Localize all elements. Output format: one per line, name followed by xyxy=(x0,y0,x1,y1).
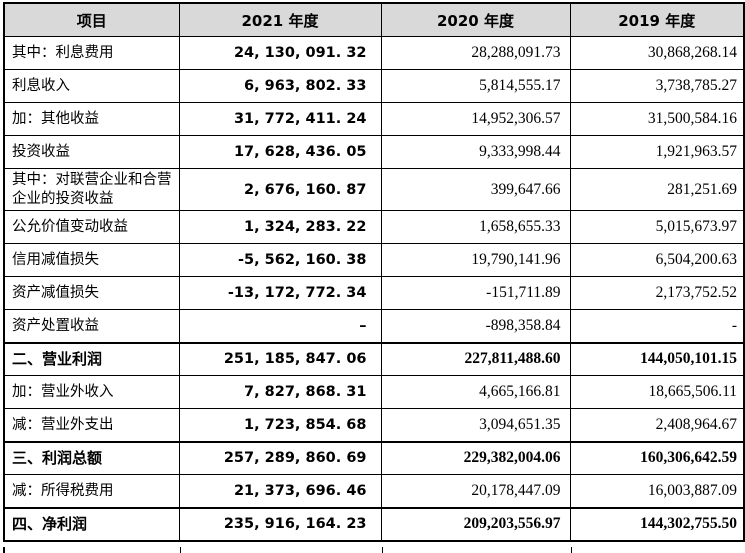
table-row: 资产处置收益 – -898,358.84- xyxy=(3,309,745,343)
table-row: 减：营业外支出 1, 723, 854. 68 3,094,651.35 2,408,… xyxy=(3,408,745,442)
table-body: 其中：利息费用 24, 130, 091. 32 28,288,091.73 30,8… xyxy=(3,36,745,541)
value-2020: 1,658,655.33 xyxy=(380,210,571,244)
value-2021: 257, 289, 860. 69 xyxy=(178,440,382,475)
value-2020: 3,094,651.35 xyxy=(380,408,571,442)
value-2020: 14,952,306.57 xyxy=(380,102,571,136)
value-2019: 2,173,752.52 xyxy=(569,276,745,310)
table-row: 减：所得税费用 21, 373, 696. 46 20,178,447.09 16,0… xyxy=(3,474,745,508)
table-row: 投资收益 17, 628, 436. 05 9,333,998.44 1,921,96… xyxy=(3,135,745,169)
value-2021: 235, 916, 164. 23 xyxy=(178,506,382,541)
row-label: 其中：利息费用 xyxy=(3,36,180,70)
row-label: 减：营业外支出 xyxy=(3,408,180,442)
table-row: 资产减值损失 -13, 172, 772. 34 -151,711.89 2,173,… xyxy=(3,276,745,310)
value-2020: 229,382,004.06 xyxy=(380,440,571,475)
row-label: 公允价值变动收益 xyxy=(3,210,180,244)
table-row: 加：其他收益 31, 772, 411. 24 14,952,306.57 31,50… xyxy=(3,102,745,136)
value-2019: 18,665,506.11 xyxy=(569,375,745,409)
table-row: 公允价值变动收益 1, 324, 283. 22 1,658,655.33 5,015… xyxy=(3,210,745,244)
value-2021: -5, 562, 160. 38 xyxy=(178,243,382,277)
value-2021: – xyxy=(178,309,382,343)
row-label: 投资收益 xyxy=(3,135,180,169)
value-2021: -13, 172, 772. 34 xyxy=(178,276,382,310)
value-2019: 160,306,642.59 xyxy=(569,440,745,475)
value-2021: 24, 130, 091. 32 xyxy=(178,36,382,70)
row-label: 二、营业利润 xyxy=(3,341,180,376)
value-2021: 7, 827, 868. 31 xyxy=(178,375,382,409)
row-label: 四、净利润 xyxy=(3,506,180,541)
value-2020: 20,178,447.09 xyxy=(380,474,571,508)
value-2019: - xyxy=(569,309,745,343)
table-row: 利息收入 6, 963, 802. 33 5,814,555.17 3,738,785… xyxy=(3,69,745,103)
value-2021: 1, 324, 283. 22 xyxy=(178,210,382,244)
value-2020: -898,358.84 xyxy=(380,309,571,343)
table-row: 其中：利息费用 24, 130, 091. 32 28,288,091.73 30,8… xyxy=(3,36,745,70)
column-divider xyxy=(571,547,572,553)
value-2019: 1,921,963.57 xyxy=(569,135,745,169)
value-2019: 3,738,785.27 xyxy=(569,69,745,103)
row-label: 加：营业外收入 xyxy=(3,375,180,409)
next-row-partial xyxy=(3,547,745,553)
header-row: 项目 2021 年度 2020 年度 2019 年度 xyxy=(3,2,745,37)
value-2020: 9,333,998.44 xyxy=(380,135,571,169)
value-2020: 4,665,166.81 xyxy=(380,375,571,409)
value-2020: 19,790,141.96 xyxy=(380,243,571,277)
column-divider xyxy=(382,547,383,553)
value-2019: 5,015,673.97 xyxy=(569,210,745,244)
income-statement-table: 项目 2021 年度 2020 年度 2019 年度 其中：利息费用 24, 13… xyxy=(3,2,745,542)
row-label: 信用减值损失 xyxy=(3,243,180,277)
value-2021: 31, 772, 411. 24 xyxy=(178,102,382,136)
value-2020: 5,814,555.17 xyxy=(380,69,571,103)
value-2021: 251, 185, 847. 06 xyxy=(178,341,382,376)
row-label: 资产处置收益 xyxy=(3,309,180,343)
value-2021: 6, 963, 802. 33 xyxy=(178,69,382,103)
table-row: 四、净利润 235, 916, 164. 23 209,203,556.97 144,… xyxy=(3,506,745,541)
col-header-2020: 2020 年度 xyxy=(380,2,571,37)
table-row: 加：营业外收入 7, 827, 868. 31 4,665,166.81 18,665… xyxy=(3,375,745,409)
value-2019: 16,003,887.09 xyxy=(569,474,745,508)
value-2019: 31,500,584.16 xyxy=(569,102,745,136)
table-row: 其中：对联营企业和合营企业的投资收益 2, 676, 160. 87 399,647… xyxy=(3,168,745,211)
row-label: 其中：对联营企业和合营企业的投资收益 xyxy=(3,168,180,211)
value-2019: 2,408,964.67 xyxy=(569,408,745,442)
value-2021: 21, 373, 696. 46 xyxy=(178,474,382,508)
row-label: 资产减值损失 xyxy=(3,276,180,310)
column-divider xyxy=(180,547,181,553)
value-2019: 144,302,755.50 xyxy=(569,506,745,541)
value-2020: 399,647.66 xyxy=(380,168,571,211)
value-2021: 1, 723, 854. 68 xyxy=(178,408,382,442)
col-header-2021: 2021 年度 xyxy=(178,2,382,37)
value-2019: 144,050,101.15 xyxy=(569,341,745,376)
col-header-item: 项目 xyxy=(3,2,180,37)
value-2020: 209,203,556.97 xyxy=(380,506,571,541)
value-2021: 17, 628, 436. 05 xyxy=(178,135,382,169)
value-2019: 6,504,200.63 xyxy=(569,243,745,277)
table-row: 三、利润总额 257, 289, 860. 69 229,382,004.06 160… xyxy=(3,440,745,475)
row-label: 利息收入 xyxy=(3,69,180,103)
col-header-2019: 2019 年度 xyxy=(569,2,745,37)
value-2020: -151,711.89 xyxy=(380,276,571,310)
value-2019: 281,251.69 xyxy=(569,168,745,211)
value-2020: 227,811,488.60 xyxy=(380,341,571,376)
row-label: 三、利润总额 xyxy=(3,440,180,475)
row-label: 减：所得税费用 xyxy=(3,474,180,508)
table-header: 项目 2021 年度 2020 年度 2019 年度 xyxy=(3,2,745,37)
table-row: 二、营业利润 251, 185, 847. 06 227,811,488.60 144… xyxy=(3,341,745,376)
value-2019: 30,868,268.14 xyxy=(569,36,745,70)
value-2020: 28,288,091.73 xyxy=(380,36,571,70)
row-label: 加：其他收益 xyxy=(3,102,180,136)
value-2021: 2, 676, 160. 87 xyxy=(178,168,382,211)
table-row: 信用减值损失 -5, 562, 160. 38 19,790,141.96 6,504… xyxy=(3,243,745,277)
